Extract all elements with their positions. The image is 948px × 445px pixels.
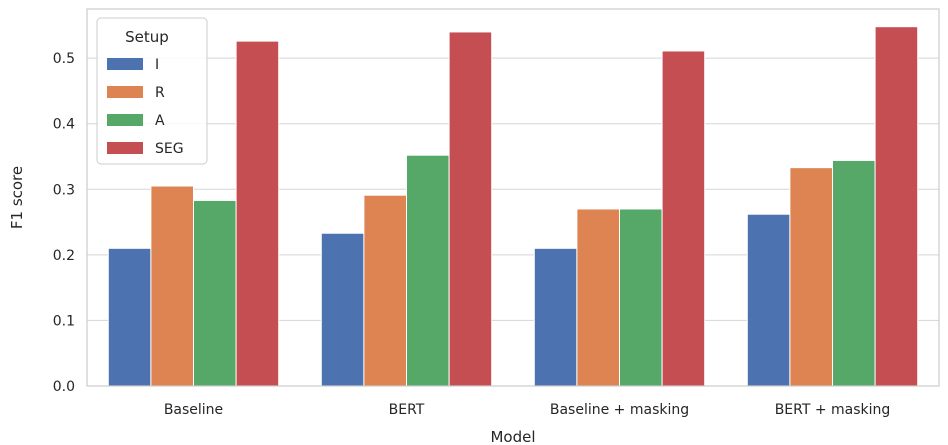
y-tick-label: 0.0 (53, 379, 75, 395)
y-tick-label: 0.3 (53, 182, 75, 198)
legend-box (96, 17, 208, 165)
bar-layer (107, 26, 919, 387)
x-axis-label: Model (490, 428, 535, 445)
bar-a-3 (832, 159, 876, 387)
y-tick-label: 0.2 (53, 248, 75, 264)
plot-frame (86, 8, 940, 387)
x-tick-label: BERT + masking (775, 402, 891, 418)
x-tick-label: Baseline + masking (550, 402, 689, 418)
x-tick-label: Baseline (164, 402, 223, 418)
bar-i-2 (533, 247, 578, 387)
bar-r-3 (789, 167, 834, 387)
legend-swatch-i (107, 58, 143, 70)
legend-swatch-seg (107, 142, 143, 154)
legend: Setup IRA SEG (96, 17, 208, 165)
bar-i-3 (746, 213, 791, 387)
legend-title: Setup (125, 28, 169, 46)
bar-r-0 (150, 185, 194, 387)
bar-a-0 (193, 199, 237, 387)
legend-swatch-r (107, 86, 143, 98)
bar-a-1 (406, 154, 450, 387)
bar-r-1 (363, 194, 407, 387)
x-tick-label: BERT (389, 402, 425, 418)
bar-seg-0 (235, 40, 280, 387)
legend-entry-i: I (155, 57, 159, 73)
legend-swatch-a (107, 114, 143, 126)
bar-seg-2 (661, 50, 706, 387)
bar-a-2 (619, 208, 663, 387)
y-tick-label: 0.1 (53, 313, 75, 329)
bar-r-2 (576, 208, 621, 387)
bar-i-1 (320, 232, 365, 387)
legend-entry-seg: SEG (155, 141, 184, 157)
legend-entry-a: A (155, 113, 165, 129)
y-tick-label: 0.5 (53, 51, 75, 67)
legend-entry-r: R (155, 85, 165, 101)
axis-layer: 0.0 0.1 0.2 0.3 0.4 0.5 Baseline BERT Baseline +… (8, 8, 940, 445)
bar-seg-3 (874, 26, 919, 387)
y-axis-label: F1 score (8, 166, 26, 229)
bar-seg-1 (448, 31, 493, 387)
bar-i-0 (107, 247, 152, 387)
y-tick-label: 0.4 (53, 117, 75, 133)
